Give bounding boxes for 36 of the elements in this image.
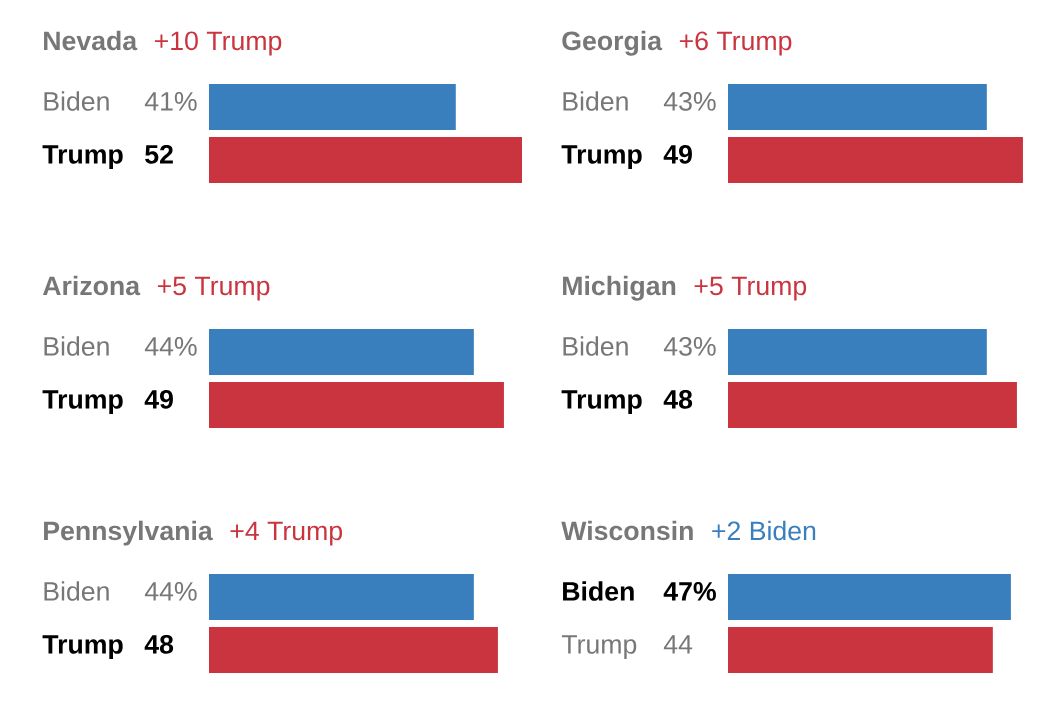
chart-subtitle: +5 Trump xyxy=(694,276,807,301)
y-tick-label: Trump xyxy=(42,145,123,170)
chart-subtitle: +2 Biden xyxy=(712,520,816,541)
data-label: 44 xyxy=(663,635,693,654)
data-label: 47% xyxy=(663,581,716,601)
data-label: 43% xyxy=(663,91,716,111)
y-tick-label: Trump xyxy=(561,635,637,660)
y-tick-label: Biden xyxy=(563,581,634,601)
chart-subtitle: +5 Trump xyxy=(157,276,270,301)
chart-title: Georgia xyxy=(562,30,663,56)
chart-subtitle: +6 Trump xyxy=(679,31,792,56)
y-tick-label: Biden xyxy=(44,581,109,601)
data-label: 48 xyxy=(663,389,693,409)
data-label: 52 xyxy=(145,144,173,164)
y-tick-label: Trump xyxy=(561,390,642,415)
data-label: 41% xyxy=(144,92,197,111)
data-label: 49 xyxy=(663,144,692,164)
chart-title: Arizona xyxy=(42,275,141,296)
chart-subtitle: +4 Trump xyxy=(230,521,343,546)
y-tick-label: Biden xyxy=(563,336,628,356)
chart-title: Wisconsin xyxy=(561,520,693,541)
y-tick-label: Trump xyxy=(561,145,642,170)
y-tick-label: Trump xyxy=(42,390,123,415)
y-tick-label: Biden xyxy=(44,91,109,111)
y-tick-label: Biden xyxy=(44,336,109,356)
data-label: 48 xyxy=(144,634,174,654)
chart-title: Nevada xyxy=(44,30,138,51)
y-tick-label: Biden xyxy=(563,91,628,111)
chart-title: Pennsylvania xyxy=(44,520,213,546)
chart-subtitle: +10 Trump xyxy=(154,31,282,56)
data-label: 43% xyxy=(663,336,716,356)
y-tick-label: Trump xyxy=(42,635,123,660)
data-label: 44% xyxy=(144,337,197,356)
chart-title: Michigan xyxy=(563,275,676,301)
data-label: 49 xyxy=(144,389,173,409)
data-label: 44% xyxy=(144,582,197,601)
